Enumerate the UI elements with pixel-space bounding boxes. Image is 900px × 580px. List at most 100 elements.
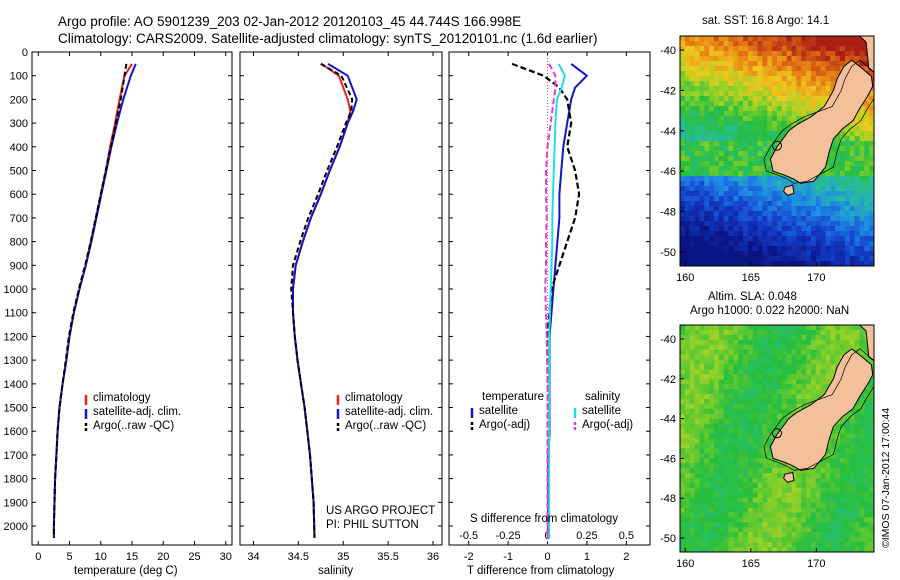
map-cell — [767, 502, 773, 509]
map-cell — [849, 433, 856, 440]
map-cell — [796, 256, 802, 262]
map-cell — [835, 542, 841, 548]
map-cell — [680, 369, 686, 375]
map-cell — [738, 364, 744, 371]
map-cell — [835, 36, 841, 42]
map-cell — [733, 76, 739, 82]
map-cell — [796, 502, 802, 509]
map-cell — [743, 334, 749, 341]
map-cell — [796, 468, 802, 474]
map-cell — [859, 473, 865, 479]
map-cell — [791, 51, 797, 57]
map-cell — [806, 389, 812, 395]
map-cell — [718, 101, 725, 107]
map-cell — [796, 542, 802, 548]
map-cell — [689, 46, 696, 52]
map-cell — [786, 374, 793, 380]
map-cell — [757, 251, 764, 257]
map-cell — [704, 241, 710, 247]
map-cell — [810, 36, 817, 42]
map-cell — [743, 325, 749, 331]
map-cell — [738, 527, 744, 533]
map-cell — [704, 231, 710, 237]
map-cell — [820, 231, 827, 237]
map-cell — [747, 354, 754, 361]
map-cell — [728, 329, 734, 336]
map-cell — [709, 423, 715, 430]
map-cell — [752, 211, 759, 217]
map-cell — [699, 151, 705, 157]
map-cell — [854, 241, 861, 247]
map-cell — [694, 473, 700, 479]
map-cell — [859, 517, 865, 523]
map-cell — [781, 221, 788, 227]
map-cell — [781, 256, 788, 262]
map-cell — [684, 522, 691, 528]
map-cell — [757, 349, 764, 356]
map-cell — [718, 517, 725, 523]
map-cell — [747, 413, 754, 420]
map-cell — [825, 236, 831, 242]
map-cell — [835, 482, 841, 489]
map-cell — [844, 532, 851, 538]
map-cell — [728, 453, 734, 459]
map-cell — [680, 221, 686, 227]
map-cell — [684, 241, 691, 247]
map-cell — [849, 428, 856, 435]
map-cell — [854, 473, 861, 479]
map-cell — [796, 51, 802, 57]
map-cell — [777, 389, 783, 395]
map-cell — [743, 191, 749, 197]
map-cell — [743, 364, 749, 371]
map-cell — [820, 41, 827, 47]
map-cell — [767, 418, 773, 425]
map-cell — [728, 384, 734, 390]
map-cell — [777, 423, 783, 430]
map-cell — [743, 81, 749, 87]
map-cell — [743, 339, 749, 346]
map-cell — [757, 399, 764, 405]
map-cell — [869, 201, 874, 207]
map-cell — [738, 512, 744, 519]
map-cell — [752, 369, 759, 375]
map-cell — [738, 507, 744, 514]
map-cell — [791, 221, 797, 227]
map-cell — [772, 201, 778, 207]
map-cell — [810, 226, 817, 232]
map-cell — [777, 349, 783, 356]
map-cell — [801, 186, 807, 192]
map-cell — [791, 403, 797, 410]
series-line-argo-raw-qc- — [52, 63, 128, 538]
map-cell — [835, 241, 841, 247]
map-cell — [791, 542, 797, 548]
map-cell — [810, 389, 817, 395]
map-cell — [718, 201, 725, 207]
map-cell — [704, 201, 710, 207]
map-cell — [830, 201, 836, 207]
map-cell — [689, 487, 696, 494]
map-cell — [699, 334, 705, 341]
map-cell — [840, 497, 846, 504]
map-cell — [752, 413, 759, 420]
map-cell — [743, 216, 749, 222]
depth-tick-label: 500 — [10, 166, 28, 178]
map-cell — [689, 502, 696, 509]
map-cell — [801, 236, 807, 242]
map-cell — [709, 527, 715, 533]
map-cell — [680, 191, 686, 197]
map-cell — [781, 349, 788, 356]
map-cell — [869, 166, 874, 172]
map-cell — [757, 171, 764, 177]
map-cell — [806, 394, 812, 400]
map-cell — [689, 156, 696, 162]
map-cell — [709, 226, 715, 232]
map-cell — [762, 166, 768, 172]
map-cell — [689, 226, 696, 232]
map-cell — [815, 463, 822, 469]
project-line-1: US ARGO PROJECT — [326, 505, 436, 517]
map-cell — [694, 418, 700, 425]
map-cell — [738, 211, 744, 217]
map-cell — [830, 231, 836, 237]
map-cell — [704, 473, 710, 479]
map-cell — [699, 423, 705, 430]
